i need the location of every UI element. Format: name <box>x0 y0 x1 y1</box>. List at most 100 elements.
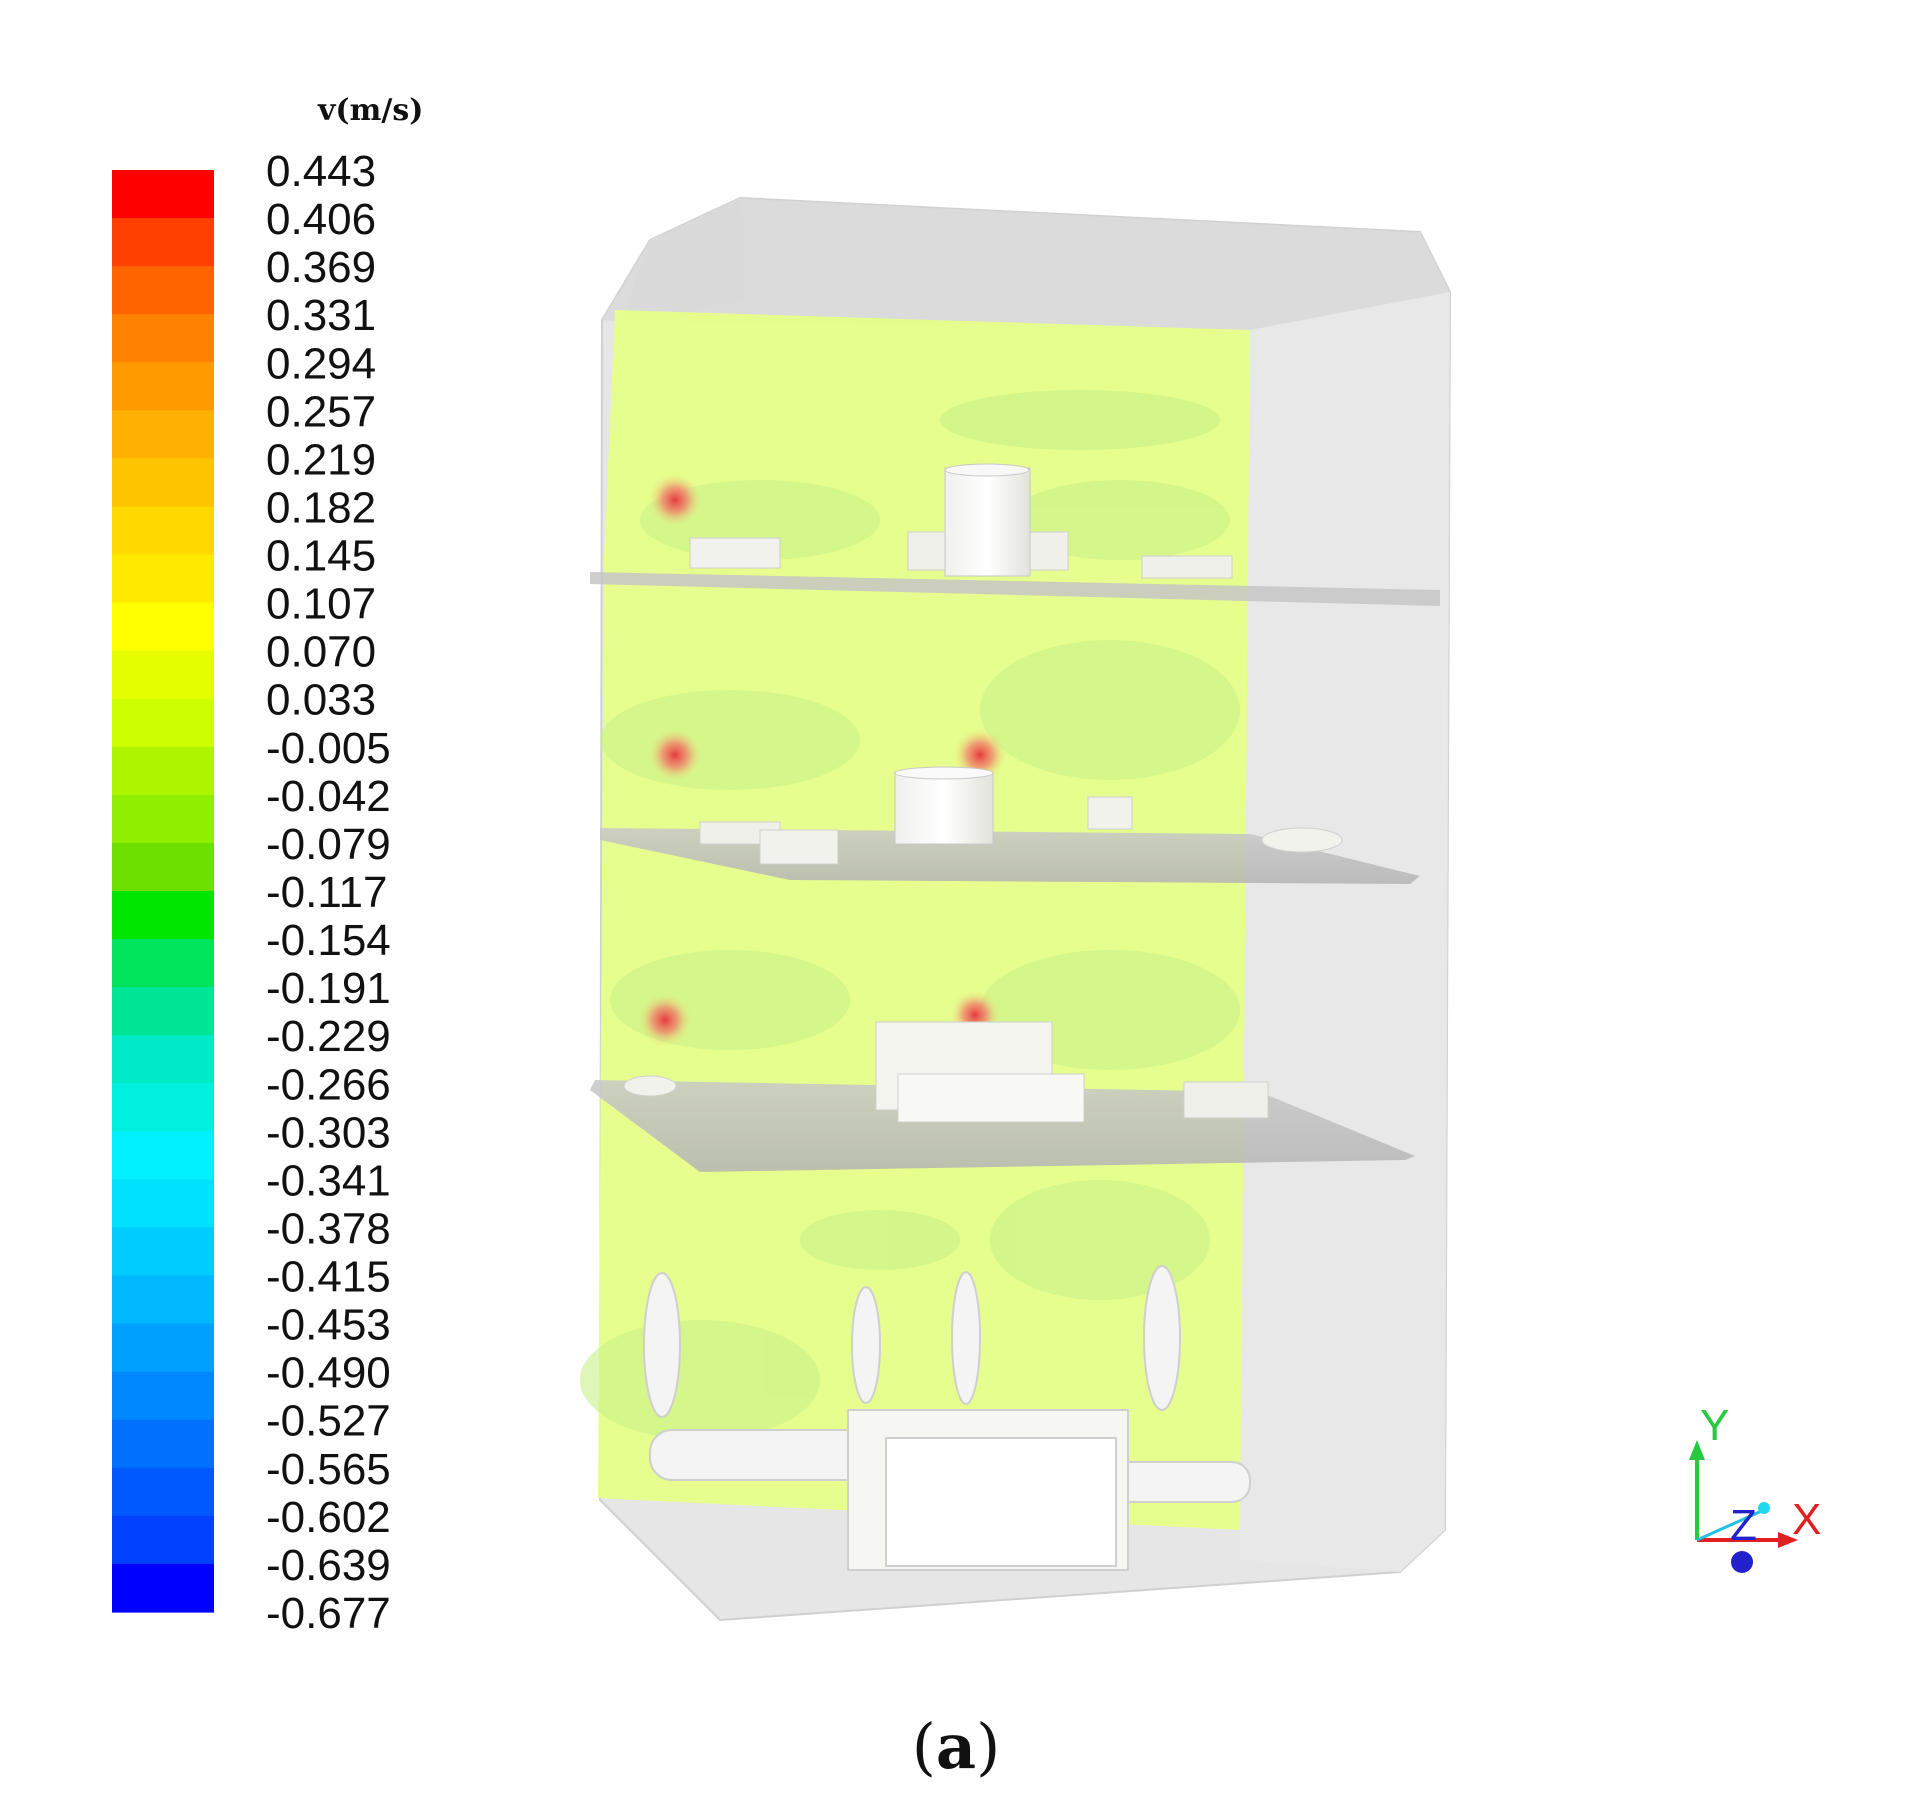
legend-swatch <box>112 650 214 700</box>
legend-swatch <box>112 362 214 411</box>
legend-tick-label: -0.117 <box>266 868 388 917</box>
legend-tick-label: 0.331 <box>266 291 376 340</box>
component-cylinder <box>944 467 1031 577</box>
legend-swatch <box>112 266 214 315</box>
figure-caption: (a) <box>912 1710 1001 1783</box>
legend-swatch <box>112 987 214 1036</box>
component-block <box>1183 1081 1269 1119</box>
cylinder-top <box>944 463 1030 477</box>
legend-tick-label: 0.219 <box>266 435 376 484</box>
duct-inlet <box>951 1271 981 1405</box>
component-block <box>897 1073 1085 1123</box>
legend-swatch <box>112 1323 214 1373</box>
legend-tick-label: 0.070 <box>266 628 376 677</box>
legend-tick-label: -0.415 <box>266 1253 391 1302</box>
legend-tick-label: -0.378 <box>266 1204 391 1253</box>
legend-swatch <box>112 939 214 988</box>
fan-box-front <box>885 1437 1117 1567</box>
hotspot <box>647 727 703 783</box>
duct-inlet <box>643 1272 681 1418</box>
legend-swatch <box>112 1131 214 1180</box>
legend-swatch <box>112 1035 214 1084</box>
cabinet-top-face <box>620 198 1450 330</box>
legend-tick-label: -0.229 <box>266 1012 391 1061</box>
color-legend: v(m/s) 0.4430.4060.3690.3310.2940.2570.2… <box>112 93 423 1638</box>
legend-tick-label: -0.303 <box>266 1108 391 1157</box>
legend-tick-label: 0.294 <box>266 339 376 388</box>
component-block <box>759 829 839 865</box>
legend-tick-label: -0.677 <box>266 1589 391 1638</box>
legend-swatch <box>112 1371 214 1421</box>
legend-tick-label: -0.490 <box>266 1349 391 1398</box>
component-cylinder <box>894 771 994 845</box>
shelf-top <box>590 572 1440 606</box>
legend-tick-label: 0.145 <box>266 532 376 581</box>
x-axis-label: X <box>1792 1495 1821 1544</box>
component-block <box>1087 796 1133 830</box>
legend-swatch <box>112 891 214 940</box>
cylinder-top <box>894 766 994 780</box>
legend-tick-label: 0.369 <box>266 243 376 292</box>
legend-tick-label: -0.602 <box>266 1493 391 1542</box>
legend-swatch <box>112 410 214 459</box>
legend-tick-label: 0.033 <box>266 676 376 725</box>
legend-tick-label: 0.107 <box>266 580 376 629</box>
legend-swatch <box>112 1275 214 1325</box>
legend-tick-label: 0.257 <box>266 387 376 436</box>
legend-swatch <box>112 746 214 796</box>
z-axis-tip <box>1758 1502 1770 1514</box>
legend-swatch <box>112 554 214 604</box>
legend-swatch <box>112 1563 214 1613</box>
legend-tick-label: -0.191 <box>266 964 391 1013</box>
component-disk <box>623 1075 677 1097</box>
legend-tick-label: -0.341 <box>266 1156 391 1205</box>
legend-tick-label: 0.406 <box>266 195 376 244</box>
cabinet-right-face <box>1240 292 1450 1572</box>
legend-swatch <box>112 1515 214 1565</box>
hotspot <box>647 472 703 528</box>
component-disk <box>1261 827 1343 853</box>
legend-tick-label: -0.639 <box>266 1541 391 1590</box>
legend-swatch <box>112 1083 214 1132</box>
duct-inlet <box>851 1286 881 1404</box>
legend-swatch <box>112 458 214 508</box>
origin-dot <box>1731 1551 1753 1573</box>
y-axis-arrowhead <box>1689 1440 1705 1460</box>
legend-tick-label: -0.565 <box>266 1445 391 1494</box>
legend-tick-label: -0.042 <box>266 772 391 821</box>
component-block <box>1141 555 1233 579</box>
duct-inlet <box>1143 1265 1181 1411</box>
legend-swatch <box>112 170 214 219</box>
legend-swatch <box>112 794 214 844</box>
z-axis-label: Z <box>1730 1501 1757 1550</box>
legend-tick-label: -0.266 <box>266 1060 391 1109</box>
legend-tick-label: 0.182 <box>266 483 376 532</box>
legend-swatch <box>112 1227 214 1277</box>
legend-swatch <box>112 506 214 556</box>
legend-tick-label: -0.527 <box>266 1397 391 1446</box>
legend-title: v(m/s) <box>317 93 423 128</box>
hotspot <box>637 992 693 1048</box>
cabinet-left-edge <box>602 198 745 322</box>
z-axis-line <box>1696 1508 1765 1542</box>
legend-tick-label: -0.453 <box>266 1301 391 1350</box>
cabinet-model <box>580 196 1452 1622</box>
legend-swatch <box>112 314 214 363</box>
legend-swatch <box>112 1467 214 1517</box>
axes-triad: Y X Z <box>1689 1401 1821 1573</box>
legend-swatch <box>112 842 214 892</box>
legend-swatch <box>112 602 214 652</box>
x-axis-arrowhead <box>1778 1532 1798 1548</box>
legend-swatch <box>112 1419 214 1469</box>
bottom-ducts <box>643 1265 1251 1571</box>
legend-tick-label: -0.079 <box>266 820 391 869</box>
legend-color-bar <box>112 170 214 1613</box>
legend-tick-label: -0.005 <box>266 724 391 773</box>
legend-swatch <box>112 218 214 267</box>
legend-tick-label: 0.443 <box>266 147 376 196</box>
y-axis-label: Y <box>1700 1401 1729 1450</box>
legend-swatch <box>112 1179 214 1229</box>
component-block <box>689 537 781 569</box>
legend-tick-labels: 0.4430.4060.3690.3310.2940.2570.2190.182… <box>266 147 391 1638</box>
